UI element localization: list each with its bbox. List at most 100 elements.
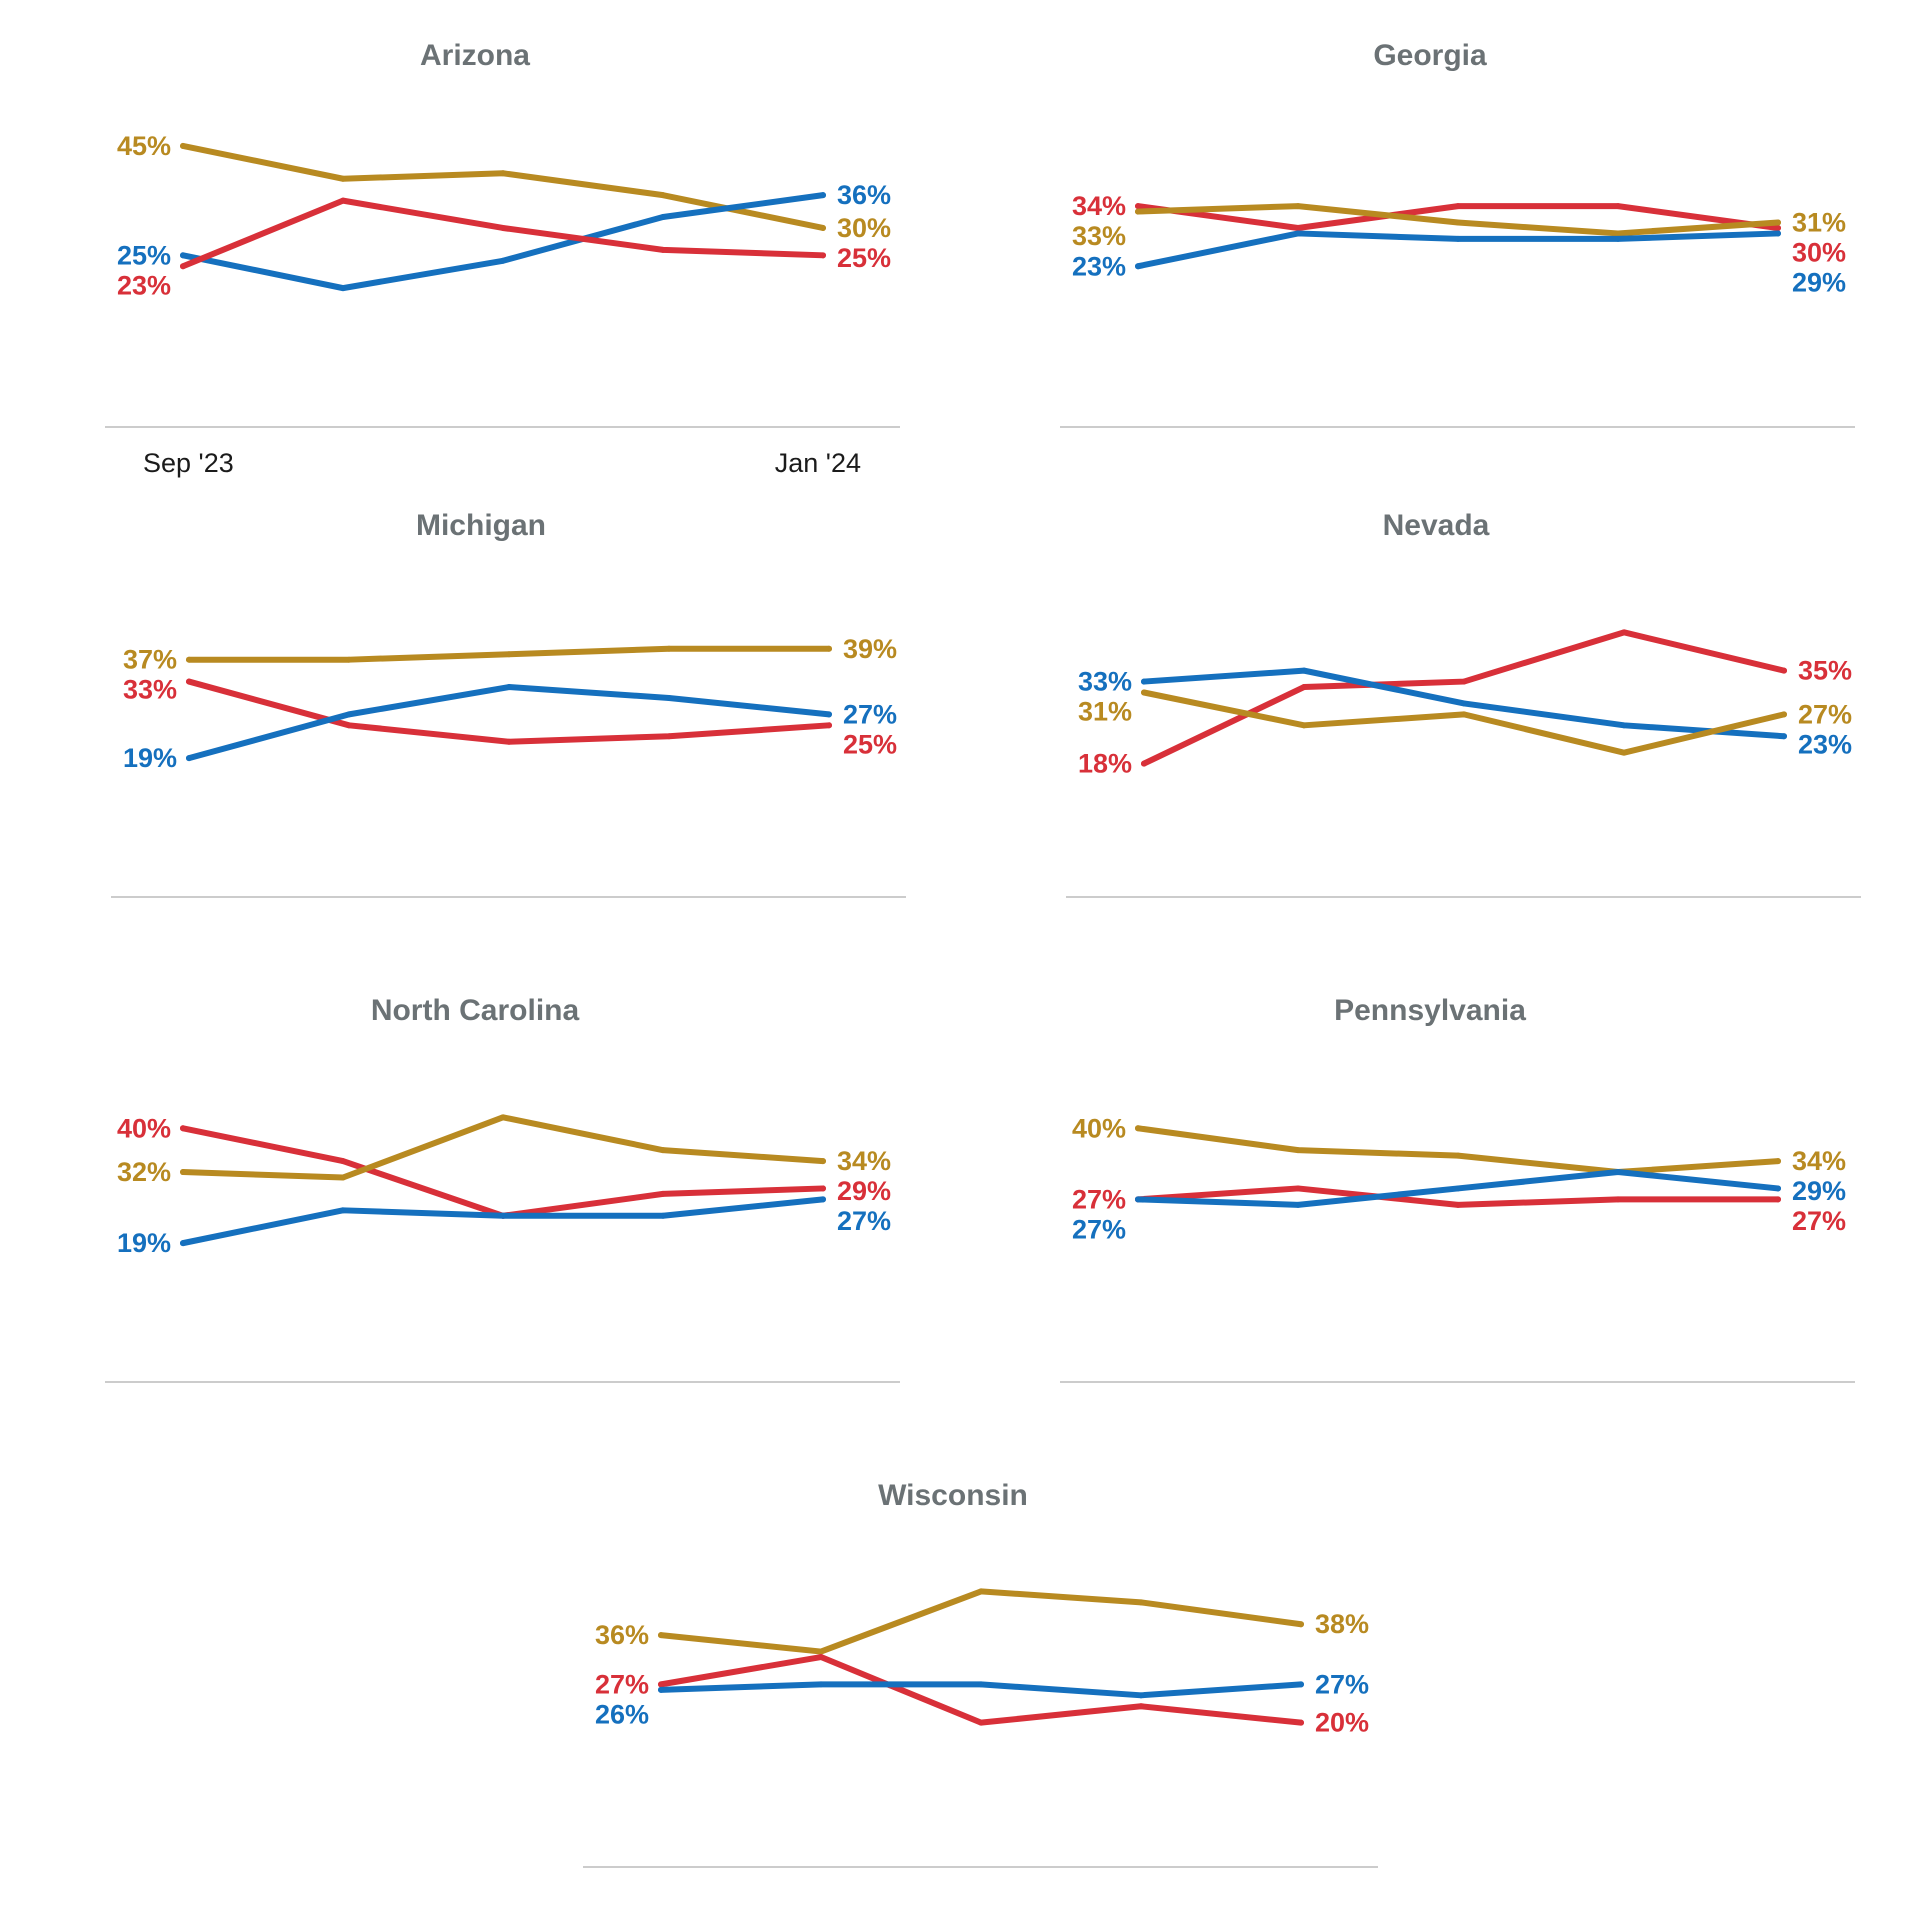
data-point-blue [1615,235,1621,242]
chart-panel-nevada: Nevada 33% 31% 18% 35% 27% 23% [1061,490,1861,960]
data-point-gold [186,656,192,663]
data-point-red [1138,1703,1144,1710]
start-value-label: 33% [1072,221,1126,251]
data-point-red [1621,629,1627,636]
data-point-blue [1615,1169,1621,1176]
end-value-label: 27% [837,1206,891,1236]
end-value-label: 23% [1798,729,1852,759]
end-value-label: 30% [837,213,891,243]
data-point-blue [660,214,666,221]
end-value-label: 25% [843,729,897,759]
data-point-blue [1781,733,1787,740]
data-point-gold [500,170,506,177]
data-point-red [340,197,346,204]
data-point-red [1141,760,1147,767]
data-point-blue [1621,722,1627,729]
data-point-gold [1301,722,1307,729]
series-line-blue [180,1196,826,1247]
data-point-blue [500,257,506,264]
end-value-label: 25% [837,243,891,273]
data-point-blue [500,1212,506,1219]
series-line-gold [658,1588,1304,1655]
data-point-blue [660,1212,666,1219]
data-point-gold [818,1648,824,1655]
data-point-red [1615,203,1621,210]
start-value-label: 19% [123,743,177,773]
chart-svg-georgia: Georgia 34%33%23% 31%30%29% [1060,39,1855,428]
data-point-gold [666,645,672,652]
end-value-label: 27% [1792,1206,1846,1236]
series-line-blue [180,192,826,292]
data-point-gold [1298,1621,1304,1628]
end-value-label: 27% [1798,699,1852,729]
series-line-blue [186,684,832,762]
data-point-red [658,1681,664,1688]
end-value-label: 34% [1792,1146,1846,1176]
chart-panel-north-carolina: North Carolina 40% 32% 19% 34% 29% 27% [100,975,900,1445]
data-point-blue [1141,678,1147,685]
data-point-gold [1295,203,1301,210]
start-value-label: 34% [1072,191,1126,221]
data-point-gold [978,1588,984,1595]
data-point-red [180,1125,186,1132]
data-point-gold [340,1174,346,1181]
end-value-label: 27% [843,699,897,729]
data-point-red [660,246,666,253]
data-point-red [500,224,506,231]
data-point-blue [1135,1196,1141,1203]
end-value-label: 29% [1792,268,1846,298]
start-value-label: 23% [1072,251,1126,281]
data-point-blue [820,192,826,199]
data-point-blue [180,1240,186,1247]
start-value-label: 33% [123,675,177,705]
start-value-label: 27% [1072,1214,1126,1244]
data-point-gold [180,142,186,149]
start-value-label: 23% [117,270,171,300]
data-point-blue [180,252,186,259]
chart-title: Arizona [420,39,530,72]
data-point-red [346,722,352,729]
data-point-gold [1135,208,1141,215]
data-point-gold [660,1147,666,1154]
data-point-red [1775,1196,1781,1203]
chart-title: Georgia [1373,39,1487,72]
data-point-gold [1135,1125,1141,1132]
series-line-gold [180,142,826,231]
start-value-label: 31% [1078,697,1132,727]
data-point-gold [1781,711,1787,718]
data-point-blue [1295,230,1301,237]
start-value-label: 27% [1072,1184,1126,1214]
end-value-label: 30% [1792,238,1846,268]
series-line-red [180,1125,826,1219]
start-value-label: 45% [117,131,171,161]
data-point-blue [978,1681,984,1688]
data-point-gold [1621,749,1627,756]
data-point-blue [340,1207,346,1214]
chart-panel-georgia: Georgia 34% 33% 23% 31% 30% 29% [1055,20,1855,490]
data-point-gold [1775,219,1781,226]
end-value-label: 29% [1792,1176,1846,1206]
data-point-red [820,252,826,259]
data-point-blue [1301,667,1307,674]
end-value-label: 34% [837,1146,891,1176]
data-point-gold [820,224,826,231]
data-point-gold [1455,219,1461,226]
data-point-blue [186,755,192,762]
data-point-blue [1461,700,1467,707]
data-point-red [1135,203,1141,210]
end-value-label: 35% [1798,656,1852,686]
data-point-gold [346,656,352,663]
data-point-red [1615,1196,1621,1203]
data-point-gold [826,645,832,652]
data-point-gold [1138,1599,1144,1606]
chart-panel-wisconsin: Wisconsin 36% 27% 26% 38% 27% 20% [578,1460,1378,1930]
start-value-label: 33% [1078,667,1132,697]
chart-title: Pennsylvania [1334,994,1526,1027]
data-point-red [1461,678,1467,685]
data-point-blue [1295,1201,1301,1208]
data-point-red [340,1158,346,1165]
data-point-blue [820,1196,826,1203]
data-point-blue [1455,1185,1461,1192]
